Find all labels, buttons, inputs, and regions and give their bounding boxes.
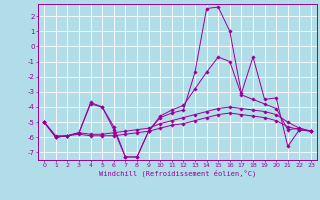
X-axis label: Windchill (Refroidissement éolien,°C): Windchill (Refroidissement éolien,°C) (99, 170, 256, 177)
